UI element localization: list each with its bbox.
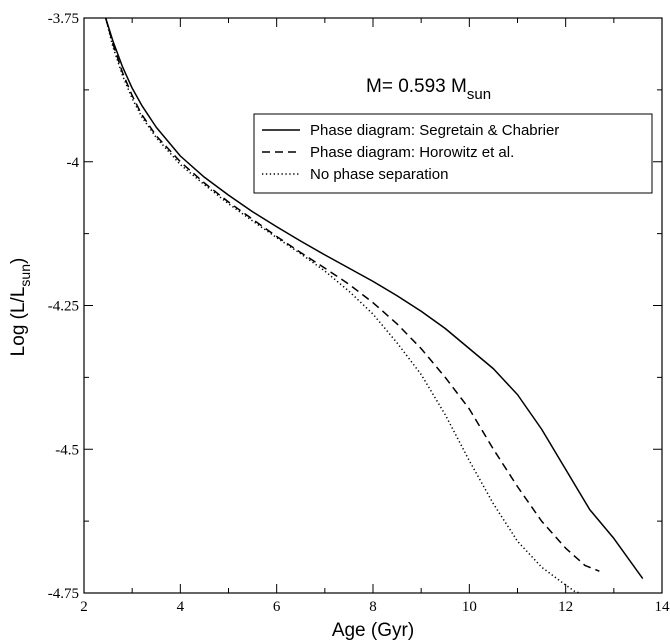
x-axis-title: Age (Gyr)	[332, 620, 414, 641]
series-line-dotted	[104, 18, 581, 593]
y-tick-label: -4.75	[48, 586, 79, 602]
y-axis-title-main: Log (L/L	[8, 287, 29, 357]
y-axis-title-close: )	[8, 258, 29, 264]
legend: Phase diagram: Segretain & Chabrier Phase…	[253, 113, 653, 194]
series-line-dashed	[104, 18, 600, 572]
series-line-solid	[104, 18, 644, 580]
y-tick-label: -4.25	[48, 299, 79, 315]
axes: 2 4 6 8 10 12 14 -3.75 -4 -4.25 -4.5 -4.75	[48, 11, 670, 615]
y-tick-label: -3.75	[48, 11, 79, 27]
legend-label-phase-diagram-horowitz-et-al: Phase diagram: Horowitz et al.	[310, 144, 514, 161]
x-tick-label: 4	[177, 599, 185, 615]
legend-box	[253, 113, 653, 194]
plot-content	[104, 18, 644, 593]
mass-annotation-main: M= 0.593 M	[366, 76, 467, 97]
y-axis-title: Log (L/Lsun)	[8, 258, 33, 357]
x-tick-label: 14	[655, 599, 670, 615]
y-axis-title-sub: sun	[17, 264, 33, 287]
x-tick-label: 2	[80, 599, 88, 615]
mass-annotation: M= 0.593 Msun	[366, 76, 491, 103]
x-tick-label: 10	[462, 599, 477, 615]
y-tick-label: -4	[67, 155, 80, 171]
plot-frame	[83, 17, 663, 594]
x-tick-label: 8	[369, 599, 377, 615]
x-tick-label: 6	[273, 599, 281, 615]
legend-label-no-phase-separation: No phase separation	[310, 166, 448, 183]
y-tick-label: -4.5	[55, 442, 79, 458]
legend-label-phase-diagram-segretain-chabrier: Phase diagram: Segretain & Chabrier	[310, 122, 559, 139]
x-tick-label: 12	[558, 599, 573, 615]
mass-annotation-sub: sun	[467, 86, 491, 103]
